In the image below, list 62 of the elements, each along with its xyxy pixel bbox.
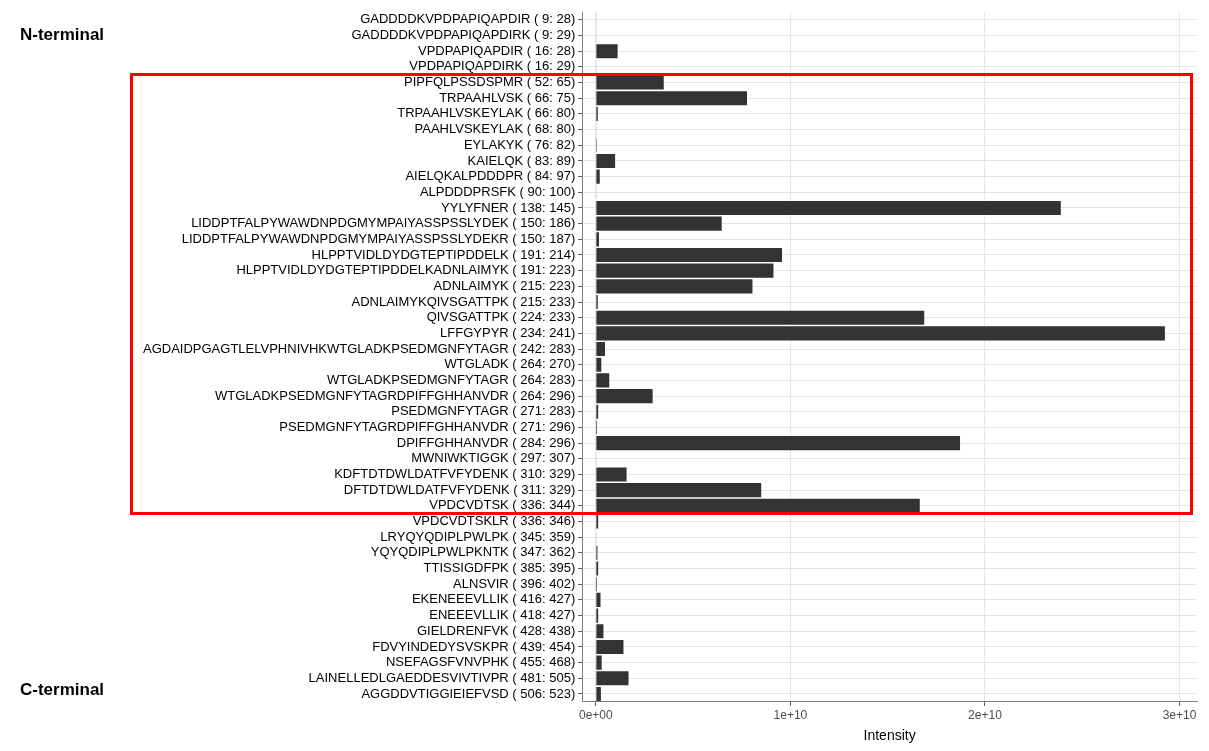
y-tick-label: PAAHLVSKEYLAK ( 68: 80) [414,121,576,137]
y-tick-label: VPDPAPIQAPDIRK ( 16: 29) [409,58,576,74]
y-tick-label: LRYQYQDIPLPWLPK ( 345: 359) [380,528,576,544]
y-tick-label: QIVSGATTPK ( 224: 233) [426,309,576,325]
x-tick-label: 2e+10 [968,708,1003,723]
y-tick-label: ALNSVIR ( 396: 402) [453,575,576,591]
y-tick-label: VPDCVDTSKLR ( 336: 346) [412,513,576,529]
y-tick-label: AGDAIDPGAGTLELVPHNIVHKWTGLADKPSEDMGNFYTAGR ( 242: 283) [143,340,576,356]
y-tick-label: YYLYFNER ( 138: 145) [441,199,576,215]
y-tick-label: WTGLADK ( 264: 270) [444,356,576,372]
y-tick-label: FDVYINDEDYSVSKPR ( 439: 454) [372,638,576,654]
y-tick-label: AGGDDVTIGGIEIEFVSD ( 506: 523) [361,685,576,701]
x-tick-label: 3e+10 [1162,708,1197,723]
y-tick-label: KAIELQK ( 83: 89) [467,152,576,168]
y-tick-label: DFTDTDWLDATFVFYDENK ( 311: 329) [343,481,576,497]
y-tick-label: TTISSIGDFPK ( 385: 395) [423,560,576,576]
y-tick-label: PSEDMGNFYTAGRDPIFFGHHANVDR ( 271: 296) [279,419,576,435]
bar [596,169,600,184]
y-tick-label: ALPDDDPRSFK ( 90: 100) [419,183,576,199]
y-tick-label: ADNLAIMYKQIVSGATTPK ( 215: 233) [351,293,576,309]
y-tick-label: PSEDMGNFYTAGR ( 271: 283) [391,403,576,419]
bar [596,200,1061,216]
y-tick-label: VPDCVDTSK ( 336: 344) [429,497,576,513]
x-tick-label: 1e+10 [773,708,808,723]
bar [596,686,601,702]
y-tick-label: TRPAAHLVSK ( 66: 75) [439,89,576,105]
y-tick-label: ENEEEVLLIK ( 418: 427) [429,607,576,623]
bar [596,592,601,607]
text: N-terminal [20,24,105,44]
y-tick-label: GADDDDKVPDPAPIQAPDIR ( 9: 28) [360,11,576,27]
bar [596,639,624,654]
y-tick-label: GADDDDKVPDPAPIQAPDIRK ( 9: 29) [351,27,576,43]
y-tick-label: MWNIWKTIGGK ( 297: 307) [411,450,576,466]
y-tick-label: TRPAAHLVSKEYLAK ( 66: 80) [397,105,576,121]
y-tick-label: YQYQDIPLPWLPKNTK ( 347: 362) [370,544,576,560]
y-tick-label: WTGLADKPSEDMGNFYTAGR ( 264: 283) [326,371,576,387]
y-tick-label: VPDPAPIQAPDIR ( 16: 28) [417,42,576,58]
y-tick-label: PIPFQLPSSDSPMR ( 52: 65) [404,74,576,90]
y-tick-label: HLPPTVIDLDYDGTEPTIPDDELK ( 191: 214) [311,246,576,262]
y-tick-label: WTGLADKPSEDMGNFYTAGRDPIFFGHHANVDR ( 264: 296) [215,387,576,403]
y-tick-label: LFFGYPYR ( 234: 241) [440,324,576,340]
bar [596,389,653,404]
text: C-terminal [20,679,105,699]
y-tick-label: GIELDRENFVK ( 428: 438) [417,622,576,638]
y-tick-label: LIDDPTFALPYWAWDNPDGMYMPAIYASSPSSLYDEKR ( 150: 187) [181,230,576,246]
y-tick-label: NSEFAGSFVNVPHK ( 455: 468) [385,654,576,670]
y-tick-label: EKENEEEVLLIK ( 416: 427) [411,591,576,607]
y-tick-label: EYLAKYK ( 76: 82) [463,136,576,152]
bar [596,498,920,513]
bar [596,247,783,263]
x-tick-label: 0e+00 [579,708,614,723]
y-tick-label: DPIFFGHHANVDR ( 284: 296) [396,434,576,450]
y-tick-label: HLPPTVIDLDYDGTEPTIPDDELKADNLAIMYK ( 191: 223) [236,262,576,278]
y-tick-label: ADNLAIMYK ( 215: 223) [433,277,576,293]
y-tick-label: AIELQKALPDDDPR ( 84: 97) [405,168,576,184]
bar [596,153,616,168]
x-axis-title: Intensity [863,727,916,744]
y-tick-label: LAINELLEDLGAEDDESVIVTIVPR ( 481: 505) [308,669,576,685]
y-tick-label: KDFTDTDWLDATFVFYDENK ( 310: 329) [334,466,576,482]
bar [596,342,605,357]
y-tick-label: LIDDPTFALPYWAWDNPDGMYMPAIYASSPSSLYDEK ( 150: 186) [191,215,576,231]
bar [596,44,618,59]
